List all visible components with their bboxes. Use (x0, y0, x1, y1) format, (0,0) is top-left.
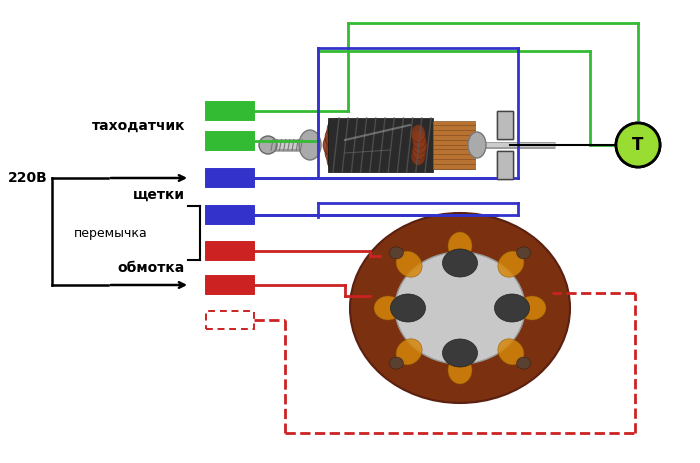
Ellipse shape (468, 132, 486, 158)
Ellipse shape (448, 356, 472, 384)
Ellipse shape (412, 142, 426, 160)
Text: обмотка: обмотка (118, 261, 185, 275)
Bar (206, 132, 254, 150)
Bar (206, 102, 254, 120)
Bar (497, 151, 513, 179)
Ellipse shape (494, 294, 529, 322)
Ellipse shape (413, 136, 427, 154)
Bar (206, 276, 254, 294)
Ellipse shape (442, 249, 477, 277)
Ellipse shape (325, 126, 343, 149)
Bar (497, 111, 513, 139)
Text: T: T (632, 136, 644, 154)
Ellipse shape (442, 339, 477, 367)
Circle shape (616, 123, 660, 167)
Bar (497, 111, 513, 139)
Ellipse shape (448, 232, 472, 260)
Bar (328, 118, 433, 172)
Ellipse shape (391, 294, 426, 322)
Bar (265, 93, 545, 188)
Ellipse shape (325, 142, 343, 163)
Bar (206, 311, 254, 329)
Bar (206, 206, 254, 224)
Ellipse shape (350, 213, 570, 403)
Bar (206, 169, 254, 187)
Bar (497, 151, 513, 179)
Bar (206, 242, 254, 260)
Ellipse shape (396, 339, 422, 365)
Ellipse shape (498, 251, 524, 277)
Text: щетки: щетки (133, 188, 185, 202)
Bar (206, 206, 254, 224)
Ellipse shape (395, 252, 525, 364)
Text: таходатчик: таходатчик (92, 119, 185, 133)
Bar (206, 102, 254, 120)
Bar (206, 169, 254, 187)
Text: 220В: 220В (8, 171, 48, 185)
Bar (206, 132, 254, 150)
Bar (206, 276, 254, 294)
Bar (320, 218, 605, 393)
Bar (433, 121, 475, 169)
Text: T: T (632, 136, 644, 154)
Ellipse shape (389, 357, 403, 369)
Bar (206, 242, 254, 260)
Text: перемычка: перемычка (74, 226, 148, 239)
Ellipse shape (412, 147, 426, 165)
Ellipse shape (374, 296, 402, 320)
Bar (206, 311, 254, 329)
Ellipse shape (517, 247, 531, 259)
Ellipse shape (299, 130, 321, 160)
Ellipse shape (327, 149, 345, 171)
Circle shape (616, 123, 660, 167)
Ellipse shape (412, 131, 426, 149)
Ellipse shape (396, 251, 422, 277)
Ellipse shape (389, 247, 403, 259)
Ellipse shape (327, 119, 345, 141)
Ellipse shape (498, 339, 524, 365)
Ellipse shape (412, 125, 426, 143)
Ellipse shape (517, 357, 531, 369)
Ellipse shape (323, 134, 341, 156)
Circle shape (259, 136, 277, 154)
Ellipse shape (518, 296, 546, 320)
